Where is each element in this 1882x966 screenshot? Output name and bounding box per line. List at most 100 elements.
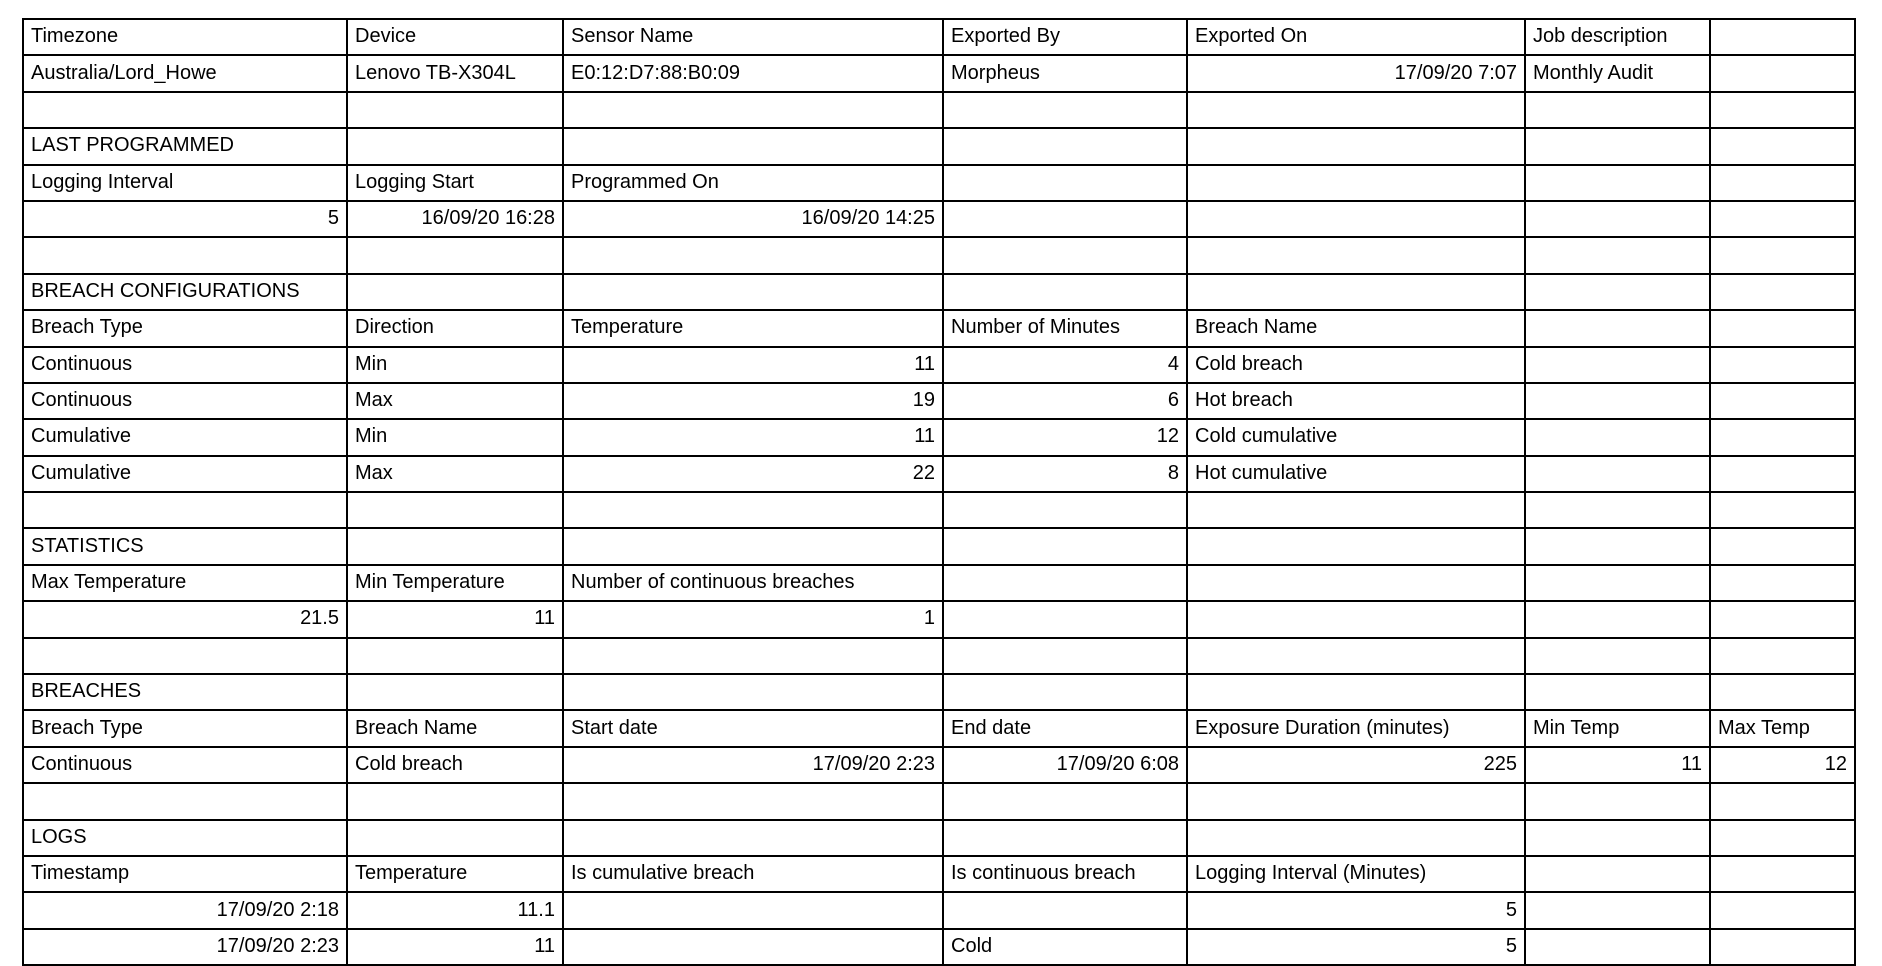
cell-r10c6[interactable]: [1524, 345, 1711, 384]
cell-r23c1[interactable]: LOGS: [22, 818, 348, 857]
cell-r15c4[interactable]: [942, 527, 1188, 566]
cell-r12c1[interactable]: Cumulative: [22, 418, 348, 457]
cell-r1c2[interactable]: Device: [346, 17, 564, 57]
cell-r20c5[interactable]: Exposure Duration (minutes): [1186, 709, 1526, 748]
cell-r16c1[interactable]: Max Temperature: [22, 563, 348, 603]
cell-r23c3[interactable]: [562, 818, 944, 857]
cell-r17c2[interactable]: 11: [346, 600, 564, 639]
cell-r16c6[interactable]: [1524, 563, 1711, 603]
cell-r10c5[interactable]: Cold breach: [1186, 345, 1526, 384]
cell-r22c5[interactable]: [1186, 782, 1526, 821]
cell-r23c6[interactable]: [1524, 818, 1711, 857]
cell-r19c3[interactable]: [562, 673, 944, 712]
cell-r26c3[interactable]: [562, 927, 944, 966]
cell-r1c4[interactable]: Exported By: [942, 17, 1188, 57]
cell-r22c7[interactable]: [1709, 782, 1856, 821]
cell-r5c2[interactable]: Logging Start: [346, 163, 564, 202]
cell-r1c3[interactable]: Sensor Name: [562, 17, 944, 57]
cell-r14c2[interactable]: [346, 491, 564, 530]
cell-r21c5[interactable]: 225: [1186, 745, 1526, 785]
cell-r23c7[interactable]: [1709, 818, 1856, 857]
cell-r11c2[interactable]: Max: [346, 381, 564, 421]
cell-r19c2[interactable]: [346, 673, 564, 712]
cell-r12c7[interactable]: [1709, 418, 1856, 457]
cell-r8c6[interactable]: [1524, 272, 1711, 312]
cell-r24c2[interactable]: Temperature: [346, 854, 564, 894]
cell-r14c7[interactable]: [1709, 491, 1856, 530]
cell-r17c6[interactable]: [1524, 600, 1711, 639]
cell-r8c1[interactable]: BREACH CONFIGURATIONS: [22, 272, 348, 312]
cell-r16c4[interactable]: [942, 563, 1188, 603]
cell-r8c5[interactable]: [1186, 272, 1526, 312]
cell-r2c7[interactable]: [1709, 54, 1856, 93]
cell-r17c1[interactable]: 21.5: [22, 600, 348, 639]
cell-r15c6[interactable]: [1524, 527, 1711, 566]
cell-r5c6[interactable]: [1524, 163, 1711, 202]
cell-r14c3[interactable]: [562, 491, 944, 530]
cell-r6c6[interactable]: [1524, 199, 1711, 239]
cell-r18c1[interactable]: [22, 636, 348, 676]
cell-r25c5[interactable]: 5: [1186, 891, 1526, 930]
cell-r11c6[interactable]: [1524, 381, 1711, 421]
cell-r15c2[interactable]: [346, 527, 564, 566]
cell-r7c7[interactable]: [1709, 236, 1856, 275]
cell-r19c1[interactable]: BREACHES: [22, 673, 348, 712]
cell-r1c7[interactable]: [1709, 17, 1856, 57]
cell-r6c2[interactable]: 16/09/20 16:28: [346, 199, 564, 239]
cell-r1c5[interactable]: Exported On: [1186, 17, 1526, 57]
cell-r2c2[interactable]: Lenovo TB-X304L: [346, 54, 564, 93]
cell-r11c4[interactable]: 6: [942, 381, 1188, 421]
cell-r15c3[interactable]: [562, 527, 944, 566]
cell-r17c3[interactable]: 1: [562, 600, 944, 639]
cell-r26c5[interactable]: 5: [1186, 927, 1526, 966]
cell-r3c4[interactable]: [942, 90, 1188, 130]
cell-r19c6[interactable]: [1524, 673, 1711, 712]
cell-r21c4[interactable]: 17/09/20 6:08: [942, 745, 1188, 785]
cell-r2c4[interactable]: Morpheus: [942, 54, 1188, 93]
cell-r9c2[interactable]: Direction: [346, 309, 564, 348]
cell-r17c7[interactable]: [1709, 600, 1856, 639]
cell-r5c3[interactable]: Programmed On: [562, 163, 944, 202]
cell-r4c2[interactable]: [346, 127, 564, 166]
cell-r3c7[interactable]: [1709, 90, 1856, 130]
cell-r20c7[interactable]: Max Temp: [1709, 709, 1856, 748]
cell-r11c3[interactable]: 19: [562, 381, 944, 421]
cell-r21c7[interactable]: 12: [1709, 745, 1856, 785]
cell-r22c4[interactable]: [942, 782, 1188, 821]
cell-r13c2[interactable]: Max: [346, 454, 564, 494]
cell-r3c2[interactable]: [346, 90, 564, 130]
cell-r9c5[interactable]: Breach Name: [1186, 309, 1526, 348]
cell-r26c1[interactable]: 17/09/20 2:23: [22, 927, 348, 966]
cell-r13c7[interactable]: [1709, 454, 1856, 494]
cell-r4c6[interactable]: [1524, 127, 1711, 166]
cell-r13c5[interactable]: Hot cumulative: [1186, 454, 1526, 494]
cell-r10c2[interactable]: Min: [346, 345, 564, 384]
cell-r14c5[interactable]: [1186, 491, 1526, 530]
cell-r26c6[interactable]: [1524, 927, 1711, 966]
cell-r25c3[interactable]: [562, 891, 944, 930]
cell-r11c5[interactable]: Hot breach: [1186, 381, 1526, 421]
cell-r3c6[interactable]: [1524, 90, 1711, 130]
cell-r25c6[interactable]: [1524, 891, 1711, 930]
cell-r8c3[interactable]: [562, 272, 944, 312]
cell-r18c3[interactable]: [562, 636, 944, 676]
cell-r20c3[interactable]: Start date: [562, 709, 944, 748]
cell-r21c1[interactable]: Continuous: [22, 745, 348, 785]
cell-r20c1[interactable]: Breach Type: [22, 709, 348, 748]
cell-r24c3[interactable]: Is cumulative breach: [562, 854, 944, 894]
cell-r15c1[interactable]: STATISTICS: [22, 527, 348, 566]
cell-r12c3[interactable]: 11: [562, 418, 944, 457]
cell-r5c5[interactable]: [1186, 163, 1526, 202]
cell-r21c6[interactable]: 11: [1524, 745, 1711, 785]
cell-r21c3[interactable]: 17/09/20 2:23: [562, 745, 944, 785]
cell-r14c6[interactable]: [1524, 491, 1711, 530]
cell-r2c3[interactable]: E0:12:D7:88:B0:09: [562, 54, 944, 93]
cell-r7c4[interactable]: [942, 236, 1188, 275]
cell-r18c6[interactable]: [1524, 636, 1711, 676]
cell-r7c3[interactable]: [562, 236, 944, 275]
cell-r20c4[interactable]: End date: [942, 709, 1188, 748]
cell-r4c3[interactable]: [562, 127, 944, 166]
cell-r7c1[interactable]: [22, 236, 348, 275]
cell-r24c6[interactable]: [1524, 854, 1711, 894]
cell-r6c3[interactable]: 16/09/20 14:25: [562, 199, 944, 239]
